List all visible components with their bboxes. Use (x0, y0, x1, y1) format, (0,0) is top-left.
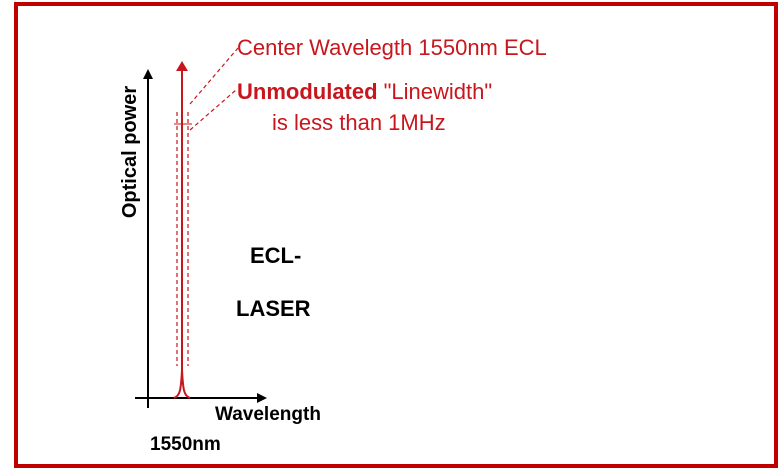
leader (189, 47, 239, 105)
frame (14, 2, 778, 468)
device-label: ECL- (250, 243, 301, 268)
annotation: Unmodulated "Linewidth" (237, 79, 492, 104)
leader (189, 89, 237, 131)
x-marker-label: 1550nm (150, 434, 221, 455)
annotation: Center Wavelegth 1550nm ECL (237, 35, 547, 60)
laser-line-base (181, 369, 191, 399)
annotation-bold: Unmodulated (237, 79, 378, 104)
x-axis-label: Wavelength (215, 404, 321, 425)
annotation: is less than 1MHz (272, 110, 446, 135)
y-axis-label: Optical power (119, 86, 141, 218)
device-label: LASER (236, 296, 311, 321)
annotation: "Linewidth" (384, 79, 493, 104)
